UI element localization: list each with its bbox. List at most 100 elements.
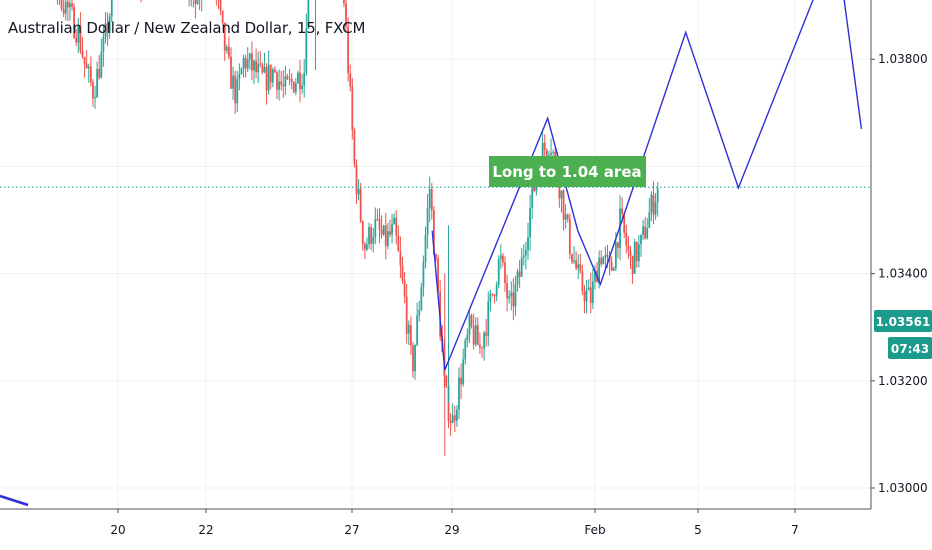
candle-body	[194, 0, 197, 4]
candle-body	[466, 334, 469, 341]
candle-body	[493, 294, 496, 296]
candle-body	[104, 23, 107, 38]
price-axis[interactable]: 1.030001.032001.034001.038001.040001.042…	[870, 0, 932, 550]
candle-body	[96, 68, 99, 98]
candle-body	[504, 262, 506, 283]
candle-body	[238, 73, 241, 80]
candle-body	[274, 69, 276, 73]
candle-body	[223, 22, 226, 51]
candle-body	[299, 72, 301, 90]
candle-body	[533, 185, 536, 191]
time-tick-label: 22	[198, 523, 213, 537]
time-axis[interactable]: 20 22 27 29 Feb 5 7	[0, 508, 932, 550]
candle-body	[550, 152, 552, 156]
candle-body	[602, 257, 605, 265]
candle-body	[558, 179, 561, 199]
candle-body	[648, 212, 651, 228]
candle-body	[476, 325, 479, 345]
candle-body	[403, 280, 406, 297]
candle-body	[242, 57, 245, 69]
candle-body	[269, 64, 272, 83]
candle-body	[646, 227, 649, 239]
candle-body	[378, 219, 381, 230]
candle-body	[416, 315, 419, 345]
projection-line[interactable]	[431, 0, 863, 371]
candle-body	[629, 251, 632, 257]
candle-body	[259, 63, 262, 65]
candle-body	[363, 243, 366, 250]
candle-body	[449, 421, 452, 424]
candle-body	[303, 72, 306, 86]
candle-body	[414, 344, 416, 372]
candle-body	[265, 66, 268, 91]
candle-body	[261, 64, 264, 73]
annotation-label[interactable]: Long to 1.04 area	[489, 156, 646, 187]
candle-body	[499, 255, 502, 259]
candle-body	[510, 292, 513, 297]
candle-body	[583, 291, 586, 302]
candle-body	[345, 3, 347, 27]
chart-title: Australian Dollar / New Zealand Dollar, …	[8, 19, 366, 37]
candle-body	[637, 244, 640, 262]
candle-body	[230, 56, 232, 89]
candle-body	[89, 66, 92, 83]
candle-body	[426, 207, 429, 235]
candle-body	[100, 51, 103, 78]
candlestick-series	[56, 0, 659, 456]
candle-body	[236, 79, 239, 104]
candle-body	[94, 97, 96, 99]
candle-body	[407, 325, 410, 334]
candle-body	[98, 68, 101, 78]
candle-body	[380, 229, 383, 235]
candle-body	[543, 142, 546, 150]
candle-body	[491, 293, 494, 295]
candle-body	[527, 237, 529, 250]
candle-body	[460, 377, 462, 385]
candle-body	[108, 16, 111, 33]
candle-body	[652, 194, 655, 215]
price-tick-label: 1.03000	[878, 481, 928, 495]
candle-body	[66, 1, 69, 8]
candle-body	[566, 214, 569, 220]
candle-body	[257, 63, 260, 73]
candle-body	[575, 260, 578, 269]
candle-body	[614, 242, 617, 269]
candle-body	[307, 0, 310, 29]
candle-body	[71, 3, 73, 7]
candle-body	[73, 6, 76, 38]
candle-body	[376, 219, 379, 221]
candle-body	[483, 332, 485, 349]
candle-body	[297, 72, 299, 84]
candle-body	[232, 75, 234, 89]
candle-body	[228, 47, 230, 57]
candle-body	[564, 214, 567, 220]
candle-body	[418, 309, 421, 316]
candle-body	[621, 208, 624, 215]
candle-body	[464, 340, 467, 360]
candle-body	[495, 284, 498, 296]
candle-body	[606, 254, 609, 257]
candle-body	[451, 415, 454, 424]
candle-body	[554, 151, 557, 158]
candle-body	[617, 242, 619, 248]
candle-body	[608, 256, 611, 262]
time-tick-label: 20	[110, 523, 125, 537]
candle-body	[221, 10, 224, 23]
candle-body	[386, 231, 389, 246]
candle-body	[453, 415, 456, 421]
candle-body	[600, 257, 603, 265]
candle-body	[485, 332, 488, 336]
candle-body	[219, 0, 222, 11]
time-tick-label: 29	[444, 523, 459, 537]
candle-body	[355, 164, 358, 195]
candle-body	[472, 326, 475, 345]
candle-body	[585, 290, 588, 302]
candle-body	[562, 190, 565, 220]
candle-body	[382, 225, 385, 235]
candle-body	[288, 78, 291, 80]
candle-body	[497, 258, 500, 285]
candle-body	[579, 264, 582, 272]
candle-body	[560, 190, 563, 199]
price-tick-label: 1.03400	[878, 267, 928, 281]
